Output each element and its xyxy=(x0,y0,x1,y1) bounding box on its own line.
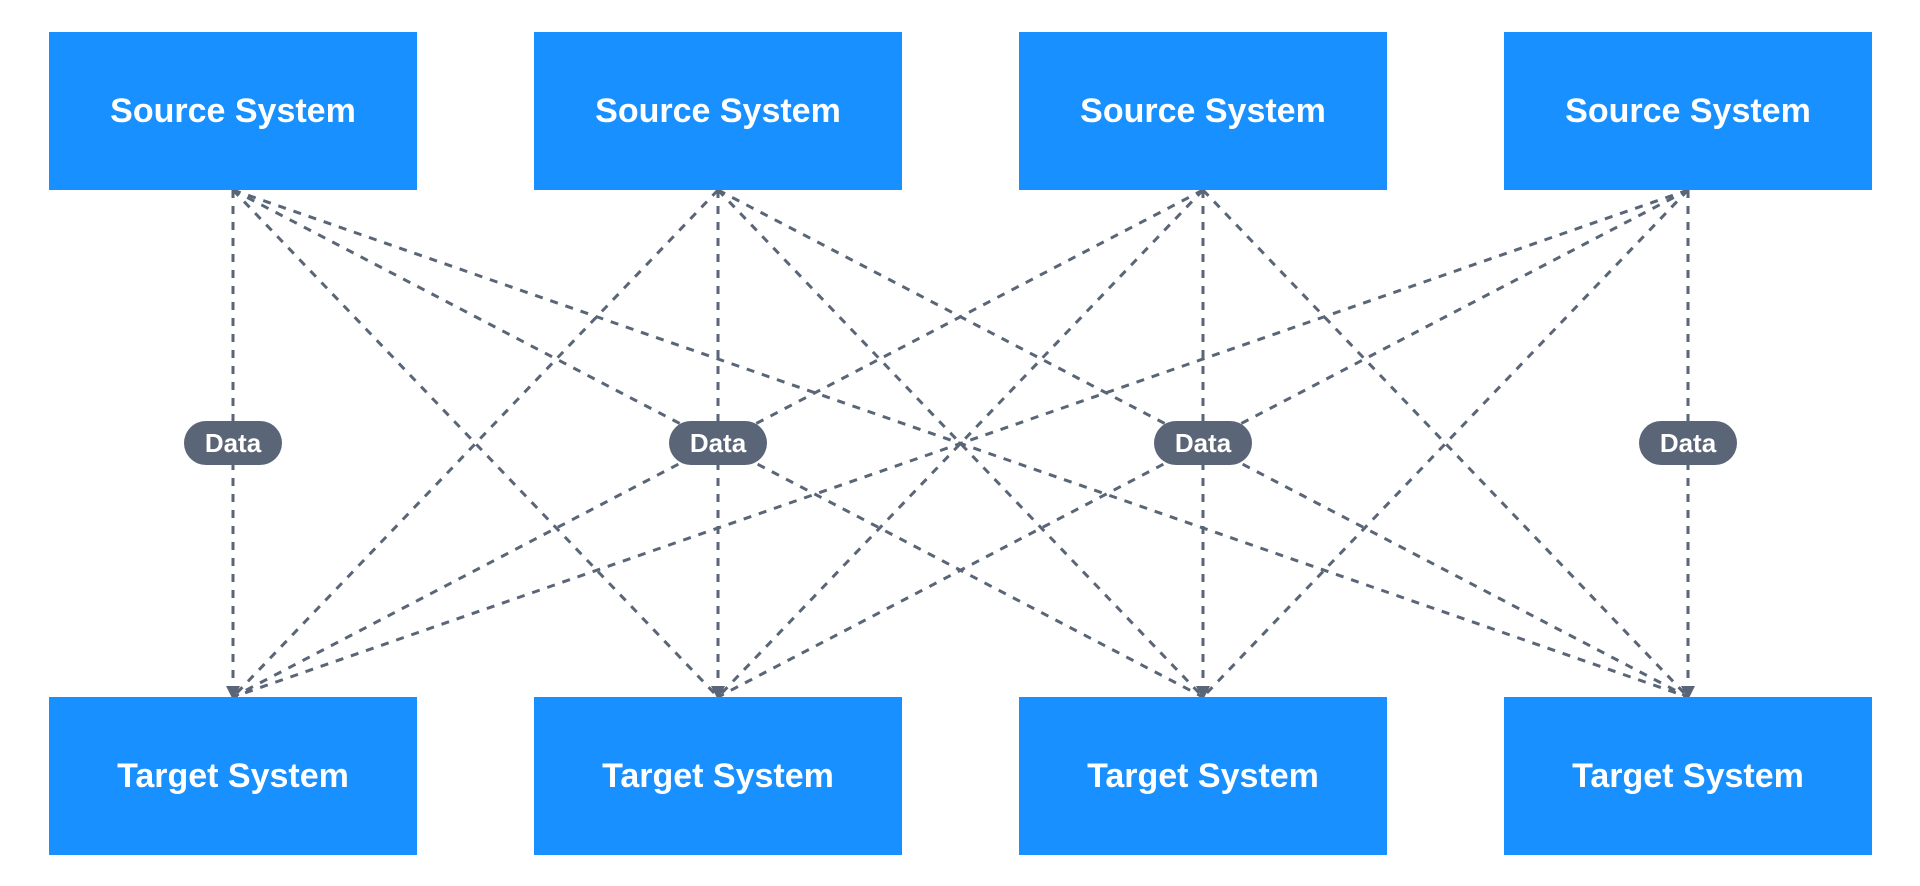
data-pill-1: Data xyxy=(669,421,767,465)
edge-s2-t3 xyxy=(1203,190,1688,697)
edge-s0-t3 xyxy=(233,190,1688,697)
source-node-label: Source System xyxy=(1080,92,1326,131)
source-node-label: Source System xyxy=(1565,92,1811,131)
diagram-container: Source System Source System Source System S… xyxy=(0,0,1920,886)
edge-s1-t2 xyxy=(718,190,1203,697)
source-node-label: Source System xyxy=(595,92,841,131)
edge-s3-t0 xyxy=(233,190,1688,697)
target-node-3: Target System xyxy=(1504,697,1872,855)
data-pill-label: Data xyxy=(1660,428,1716,459)
data-pill-label: Data xyxy=(690,428,746,459)
target-node-label: Target System xyxy=(1087,757,1319,796)
source-node-2: Source System xyxy=(1019,32,1387,190)
target-node-label: Target System xyxy=(602,757,834,796)
edge-s2-t1 xyxy=(718,190,1203,697)
target-node-1: Target System xyxy=(534,697,902,855)
edge-s3-t2 xyxy=(1203,190,1688,697)
source-node-label: Source System xyxy=(110,92,356,131)
data-pill-label: Data xyxy=(205,428,261,459)
source-node-1: Source System xyxy=(534,32,902,190)
data-pill-3: Data xyxy=(1639,421,1737,465)
data-pill-0: Data xyxy=(184,421,282,465)
target-node-label: Target System xyxy=(1572,757,1804,796)
source-node-3: Source System xyxy=(1504,32,1872,190)
source-node-0: Source System xyxy=(49,32,417,190)
edge-s1-t0 xyxy=(233,190,718,697)
edge-s0-t1 xyxy=(233,190,718,697)
data-pill-2: Data xyxy=(1154,421,1252,465)
target-node-label: Target System xyxy=(117,757,349,796)
target-node-0: Target System xyxy=(49,697,417,855)
data-pill-label: Data xyxy=(1175,428,1231,459)
target-node-2: Target System xyxy=(1019,697,1387,855)
